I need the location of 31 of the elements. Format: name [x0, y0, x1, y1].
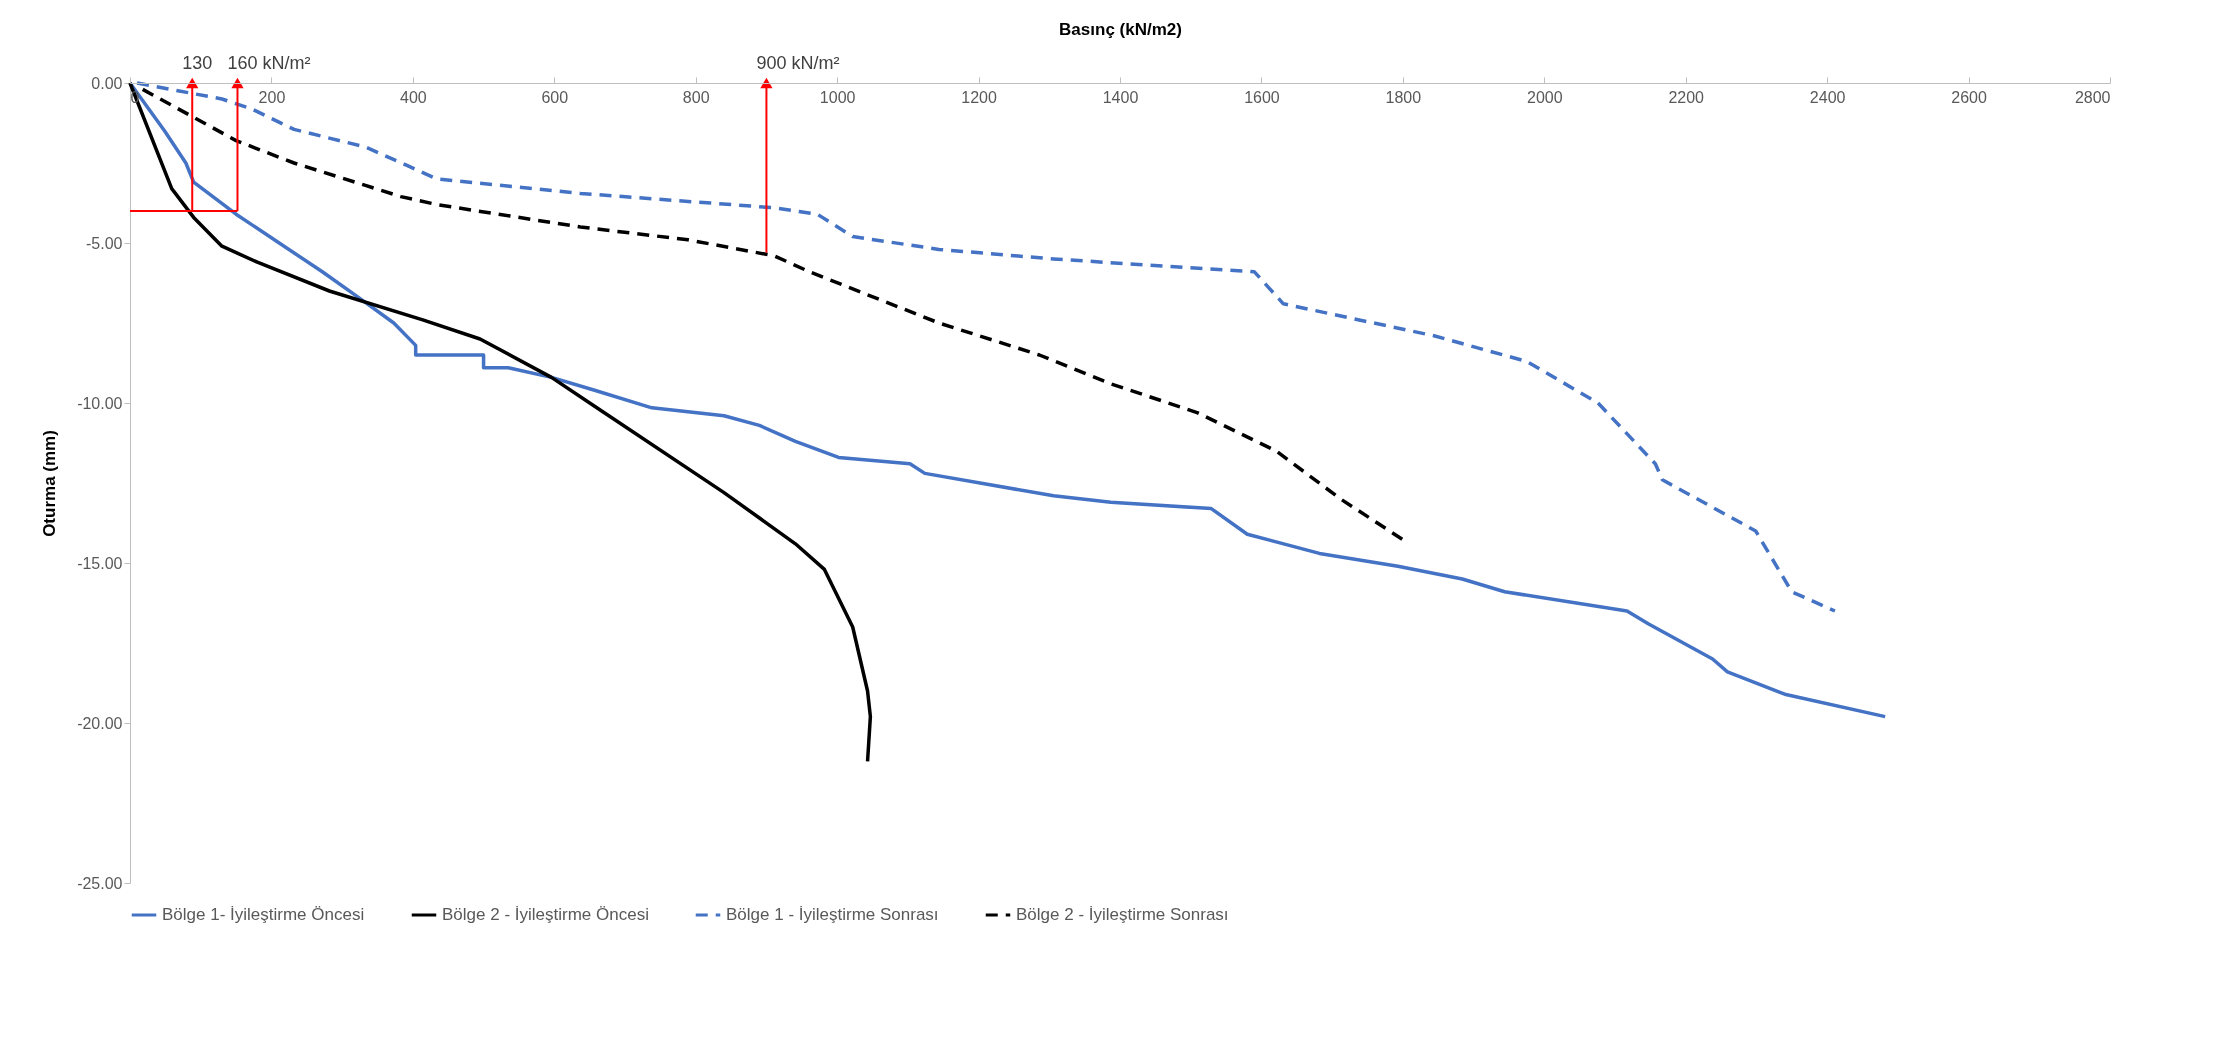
annotation: 130 [182, 53, 213, 73]
legend-label: Bölge 2 - İyileştirme Öncesi [442, 905, 649, 924]
x-tick-label: 200 [258, 88, 286, 106]
x-tick-label: 1600 [1244, 88, 1280, 106]
x-tick-label: 1800 [1385, 88, 1422, 106]
annotation: 900 kN/m² [756, 53, 840, 73]
x-tick-label: 2400 [1809, 88, 1846, 106]
x-tick-label: 600 [541, 88, 569, 106]
x-tick-label: 2800 [2074, 88, 2111, 106]
x-tick-label: 0 [130, 88, 140, 106]
x-tick-label: 2200 [1668, 88, 1705, 106]
x-tick-label: 2600 [1951, 88, 1987, 106]
annotation: 160 kN/m² [227, 53, 311, 73]
legend-label: Bölge 1 - İyileştirme Sonrası [726, 905, 939, 924]
x-tick-label: 1000 [819, 88, 856, 106]
x-tick-label: 400 [400, 88, 427, 106]
legend-label: Bölge 1- İyileştirme Öncesi [162, 905, 365, 924]
y-tick-label: -5.00 [86, 234, 123, 252]
legend-label: Bölge 2 - İyileştirme Sonrası [1016, 905, 1229, 924]
x-tick-label: 1400 [1102, 88, 1139, 106]
x-tick-label: 2000 [1526, 88, 1563, 106]
y-axis-title: Oturma (mm) [40, 430, 60, 537]
y-tick-label: -10.00 [77, 394, 123, 412]
y-tick-label: -15.00 [77, 554, 123, 572]
y-tick-label: 0.00 [91, 74, 123, 92]
y-tick-label: -25.00 [77, 874, 123, 892]
y-tick-label: -20.00 [77, 714, 123, 732]
x-tick-label: 800 [682, 88, 710, 106]
x-tick-label: 1200 [961, 88, 997, 106]
line-series [128, 81, 873, 764]
x-axis-title: Basınç (kN/m2) [1059, 20, 1182, 39]
